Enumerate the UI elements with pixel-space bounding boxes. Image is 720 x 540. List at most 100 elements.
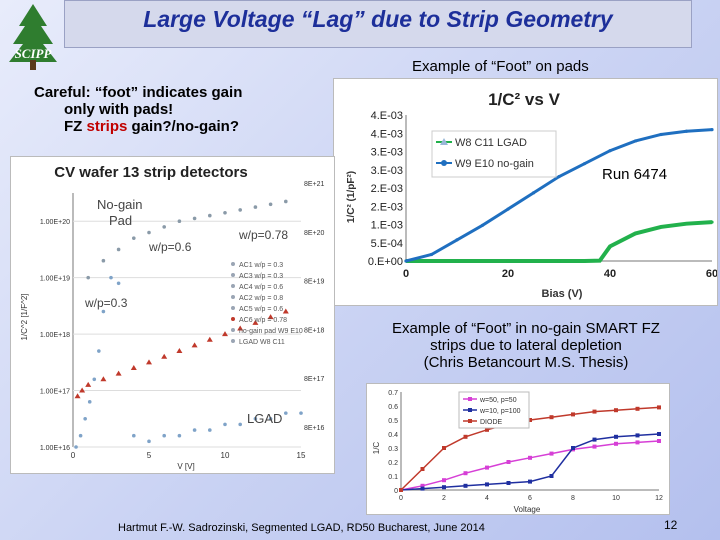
strip-data-point: [92, 377, 97, 382]
strip-data-point: [109, 275, 113, 280]
smart-data-point: [528, 455, 532, 460]
pad-data-point: [608, 149, 612, 153]
smart-data-point: [506, 460, 511, 464]
smart-data-point: [549, 415, 554, 420]
strip-legend-label: AC3 w/p = 0.3: [239, 273, 283, 280]
pad-data-point: [659, 132, 663, 137]
smart-legend-marker-icon: [468, 397, 472, 401]
smart-data-point: [485, 465, 489, 470]
strip-y2-tick-label: 8E+17: [304, 376, 325, 383]
smart-y-tick-label: 0.1: [388, 474, 398, 481]
run-number-label: Run 6474: [602, 166, 667, 183]
strip-data-point: [208, 213, 212, 218]
strip-chart-legend: AC1 w/p = 0.3 AC3 w/p = 0.3 AC4 w/p = 0.6 A…: [231, 262, 303, 346]
pad-data-point: [506, 207, 510, 211]
pad-data-point: [633, 139, 638, 143]
smart-data-point: [657, 439, 661, 443]
careful-strips-word: strips: [86, 118, 128, 135]
smart-data-point: [549, 474, 554, 478]
strip-legend-label: no-gain pad W9 E10: [239, 328, 303, 335]
strip-data-point: [252, 319, 259, 325]
annot-pad: Pad: [109, 213, 132, 228]
smart-x-tick-label: 8: [571, 495, 575, 502]
strip-legend-label: AC5 w/p = 0.6: [239, 306, 283, 313]
strip-x-tick-label: 10: [221, 451, 230, 460]
strip-legend-marker-icon: [231, 273, 235, 277]
pad-data-point: [684, 222, 689, 226]
smart-data-point: [571, 412, 575, 417]
strip-data-point: [83, 416, 87, 421]
strip-y-tick-label: 1.00E+16: [40, 445, 70, 452]
strip-y-tick-label: 1.00E+18: [40, 332, 70, 339]
smart-y-tick-label: 0.6: [388, 404, 398, 411]
pad-data-point: [710, 220, 714, 224]
pad-x-tick-label: 20: [502, 268, 514, 280]
strip-data-point: [86, 275, 90, 280]
pad-data-point: [710, 128, 714, 132]
careful-line-3: FZ strips gain?/no-gain?: [34, 118, 334, 135]
strip-data-point: [146, 359, 152, 365]
strip-data-point: [267, 314, 274, 320]
smart-data-point: [463, 471, 468, 476]
smart-data-point: [420, 486, 425, 491]
strip-y-tick-label: 1.00E+17: [40, 389, 70, 396]
smart-data-point: [592, 437, 597, 442]
strip-data-point: [176, 348, 183, 354]
smart-chart-axes: 0 0.1 0.2 0.3 0.4 0.5 0.6 0.7 0 2 4 6 8 10 12: [388, 390, 663, 502]
strip-x-tick-label: 15: [297, 451, 306, 460]
strip-y2-tick-label: 8E+21: [304, 181, 325, 188]
smart-chart-ylabel: 1/C: [372, 442, 381, 455]
smart-x-tick-label: 4: [485, 495, 489, 502]
strip-data-point: [253, 416, 258, 421]
strip-data-point: [191, 342, 198, 348]
smart-y-tick-label: 0: [394, 488, 398, 495]
strip-chart-axes: 1.00E+16 1.00E+17 1.00E+18 1.00E+19 1.00E+20…: [40, 181, 325, 460]
strip-chart-title: CV wafer 13 strip detectors: [54, 164, 247, 181]
pad-data-point: [659, 225, 663, 229]
pad-x-tick-label: 0: [403, 268, 409, 280]
annot-wp078: w/p=0.78: [238, 228, 288, 242]
smart-chart-series: [399, 405, 661, 492]
smart-legend-marker-icon: [468, 408, 472, 412]
strip-data-point: [115, 370, 122, 376]
smart-data-point: [549, 451, 554, 456]
smart-y-tick-label: 0.3: [388, 446, 398, 453]
pad-chart-series: [404, 128, 714, 263]
annot-wp03: w/p=0.3: [84, 296, 128, 310]
smart-data-point: [463, 483, 468, 488]
pad-y-tick-label: 4.E-03: [371, 110, 403, 122]
pad-data-point: [429, 252, 434, 257]
strip-legend-label: AC6 w/p = 0.78: [239, 317, 287, 324]
pad-x-tick-label: 60: [706, 268, 718, 280]
smart-caption-line-1: Example of “Foot” in no-gain SMART FZ: [392, 320, 660, 337]
strip-legend-label: AC4 w/p = 0.6: [239, 284, 283, 291]
logo-text: SCIPP: [15, 46, 53, 61]
strip-legend-marker-icon: [231, 339, 235, 343]
strip-data-point: [101, 258, 106, 263]
strip-legend-marker-icon: [231, 284, 235, 288]
strip-data-point: [282, 308, 289, 314]
smart-data-point: [442, 446, 446, 450]
pad-data-point: [531, 191, 536, 195]
strip-legend-label: AC2 w/p = 0.8: [239, 295, 283, 302]
strip-data-point: [162, 433, 166, 438]
pad-data-point: [608, 244, 612, 248]
legend-lgad-label: W8 C11 LGAD: [455, 137, 527, 149]
smart-data-point: [420, 483, 425, 488]
strip-data-point: [162, 225, 166, 229]
smart-x-tick-label: 0: [399, 495, 403, 502]
strip-y2-tick-label: 8E+19: [304, 279, 325, 286]
strip-data-point: [268, 202, 273, 207]
strip-data-point: [237, 325, 244, 331]
pad-data-point: [598, 259, 602, 263]
slide-title: Large Voltage “Lag” due to Strip Geometr…: [143, 6, 613, 32]
pad-data-point: [480, 223, 485, 227]
smart-chart-xlabel: Voltage: [514, 505, 541, 514]
strip-data-point: [132, 236, 136, 240]
pad-chart-title: 1/C² vs V: [488, 90, 560, 109]
strip-data-point: [284, 411, 288, 415]
strip-data-point: [284, 199, 288, 204]
strip-data-point: [299, 411, 303, 415]
smart-caption-line-2: strips due to lateral depletion: [430, 337, 622, 354]
strip-data-point: [223, 422, 227, 427]
